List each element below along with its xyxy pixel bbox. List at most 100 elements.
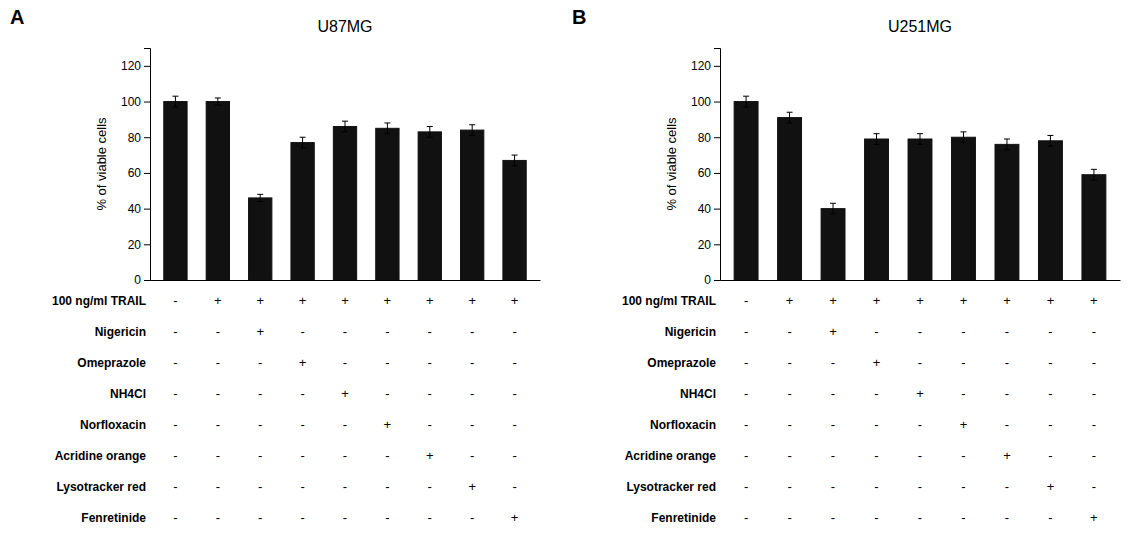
table-cell: - (1092, 386, 1096, 401)
table-cell: - (961, 448, 965, 463)
table-cell: + (341, 386, 349, 401)
tick-mark (714, 173, 720, 174)
tick: 100 (121, 95, 150, 109)
table-cell: - (1092, 324, 1096, 339)
table-cell: - (874, 386, 878, 401)
bar (291, 143, 314, 280)
table-cell: + (829, 293, 837, 308)
error-bar-cap (172, 106, 178, 107)
error-bar (874, 134, 880, 145)
error-bar-cap (874, 133, 880, 134)
axis-title: % of viable cells (664, 117, 679, 211)
table-cell: - (385, 355, 389, 370)
table-cell: - (428, 510, 432, 525)
table-cell: - (258, 386, 262, 401)
table-cell: - (300, 386, 304, 401)
tick-label: 60 (128, 166, 142, 180)
panel-label: B (572, 6, 586, 28)
tick-label: 100 (691, 95, 711, 109)
table-cell: - (1092, 355, 1096, 370)
row-label: Fenretinide (81, 511, 146, 525)
bar (865, 139, 889, 280)
tick-mark (144, 244, 150, 245)
tick: 80 (128, 131, 150, 145)
table-cell: + (256, 293, 264, 308)
bar (418, 132, 441, 280)
tick-label: 80 (128, 131, 142, 145)
error-bar (257, 194, 263, 201)
tick: 60 (698, 166, 720, 180)
table-cell: - (918, 510, 922, 525)
error-bar-cap (342, 131, 348, 132)
table-cell: - (470, 324, 474, 339)
error-bar-cap (743, 106, 749, 107)
tick-mark (144, 173, 150, 174)
table-cell: - (428, 386, 432, 401)
tick: 120 (121, 59, 150, 73)
table-cell: - (385, 448, 389, 463)
table-cell: - (258, 448, 262, 463)
bar (376, 128, 399, 280)
tick-label: 20 (698, 238, 712, 252)
tick-mark (714, 102, 720, 103)
error-bar (342, 121, 348, 132)
table-cell: - (173, 386, 177, 401)
tick-label: 20 (128, 238, 142, 252)
error-bar-cap (215, 97, 221, 98)
table-cell: - (744, 293, 748, 308)
table-cell: + (511, 510, 519, 525)
error-bar-cap (1091, 169, 1097, 170)
y-axis: 020406080100120 (121, 49, 151, 288)
tick-mark (714, 280, 720, 281)
table-cell: - (787, 510, 791, 525)
table-cell: - (831, 479, 835, 494)
table-cell: - (787, 417, 791, 432)
table-cell: - (385, 386, 389, 401)
error-bar (1091, 169, 1097, 180)
error-bar-stem (746, 96, 747, 107)
error-bar-cap (384, 122, 390, 123)
table-cell: + (873, 355, 881, 370)
table-cell: - (216, 510, 220, 525)
table-cell: - (831, 355, 835, 370)
table-cell: - (173, 479, 177, 494)
tick: 20 (698, 238, 720, 252)
row-label: NH4Cl (680, 387, 716, 401)
error-bar-cap (917, 133, 923, 134)
table-cell: + (468, 293, 476, 308)
error-bar-stem (1050, 135, 1051, 146)
error-bar-cap (512, 155, 518, 156)
table-cell: - (300, 479, 304, 494)
error-bar-stem (963, 132, 964, 143)
panel-label: A (10, 6, 24, 28)
row-label: Lysotracker red (56, 480, 146, 494)
bar (908, 139, 932, 280)
table-cell: - (173, 355, 177, 370)
tick: 40 (128, 202, 150, 216)
tick-mark (714, 209, 720, 210)
table-cell: + (299, 293, 307, 308)
table-cell: + (256, 324, 264, 339)
table-cell: - (1005, 417, 1009, 432)
error-bar-cap (830, 213, 836, 214)
table-cell: - (300, 510, 304, 525)
error-bar-stem (920, 134, 921, 145)
table-cell: - (831, 510, 835, 525)
table-cell: + (786, 293, 794, 308)
error-bar-stem (302, 137, 303, 148)
table-cell: - (216, 479, 220, 494)
axis-line (151, 280, 541, 281)
table-cell: - (216, 386, 220, 401)
table-cell: - (831, 448, 835, 463)
table-cell: - (470, 355, 474, 370)
table-cell: - (1005, 479, 1009, 494)
table-cell: + (873, 293, 881, 308)
bar (249, 198, 272, 280)
table-cell: + (916, 386, 924, 401)
axis-line (144, 49, 151, 281)
table-cell: - (258, 355, 262, 370)
table-cell: - (874, 448, 878, 463)
error-bar-cap (512, 165, 518, 166)
table-cell: - (918, 355, 922, 370)
error-bar-cap (830, 203, 836, 204)
